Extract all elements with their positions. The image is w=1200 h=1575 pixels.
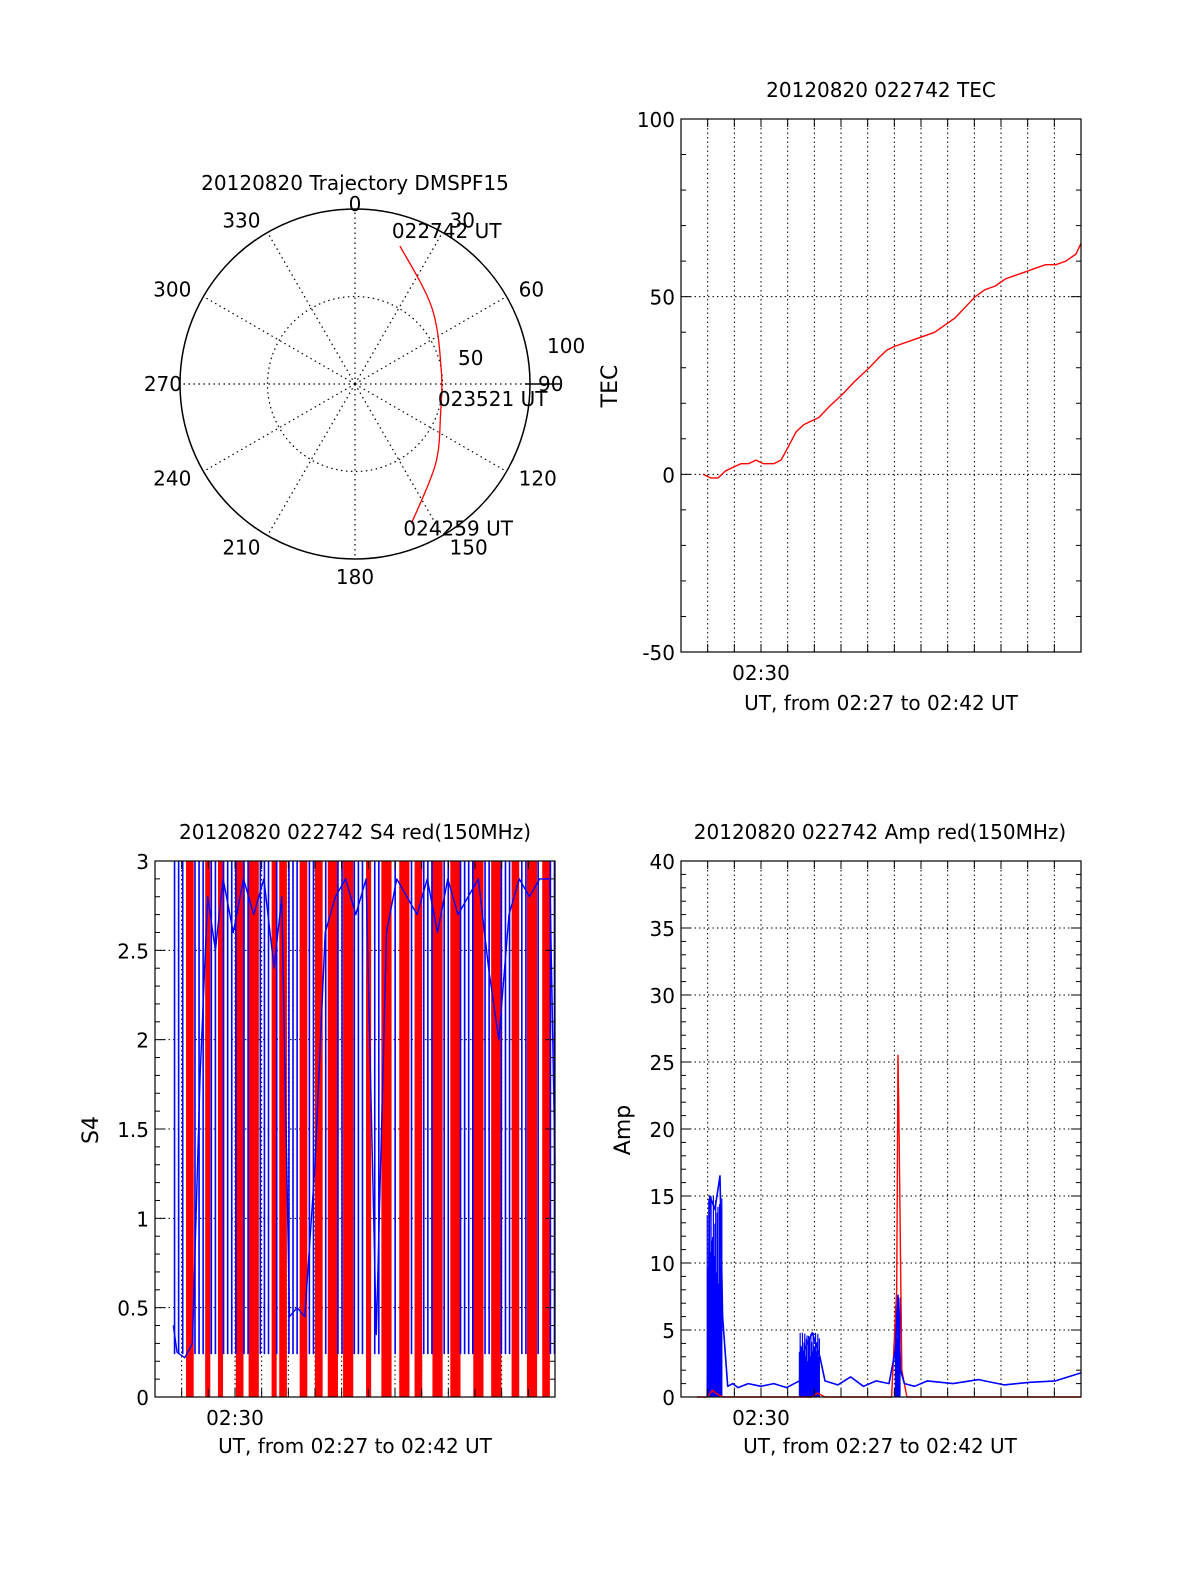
s4-title: 20120820 022742 S4 red(150MHz) [179,820,531,844]
polar-spoke [203,295,356,385]
polar-spoke [266,383,356,536]
s4-y-tick-label: 1 [136,1207,149,1231]
amp-y-tick-label: 5 [662,1319,675,1343]
polar-time-marker-label: 024259 UT [403,517,513,541]
tec-series-line [702,243,1082,479]
s4-red-data-band [235,861,244,1397]
s4-red-data-band [343,861,354,1397]
amp-panel: 20120820 022742 Amp red(150MHz) Amp UT, … [611,820,1082,1458]
polar-azimuth-label: 210 [222,536,260,560]
s4-series-line [172,878,556,1359]
tec-panel: 20120820 022742 TEC TEC UT, from 02:27 t… [598,78,1082,715]
s4-y-tick-label: 3 [136,850,149,874]
polar-time-marker-label: 022742 UT [392,219,502,243]
polar-radial-label: 100 [547,334,585,358]
amp-y-tick-label: 10 [650,1252,675,1276]
s4-y-tick-label: 2 [136,1029,149,1053]
s4-x-tick-label: 02:30 [206,1406,264,1430]
tec-title: 20120820 022742 TEC [766,78,996,102]
amp-y-axis-label: Amp [611,1105,636,1155]
s4-red-data-band [248,861,259,1397]
s4-red-data-band [279,861,287,1397]
polar-azimuth-label: 60 [519,278,544,302]
s4-red-data-band [366,861,372,1397]
polar-inner-circle [266,295,444,473]
polar-azimuth-label: 120 [519,467,557,491]
s4-red-data-band [511,861,520,1397]
polar-spoke [354,383,444,536]
tec-y-axis-label: TEC [598,365,623,409]
tec-frame [680,118,1082,653]
tec-y-tick-label: 0 [662,463,675,487]
polar-spoke [354,232,444,385]
s4-x-axis-label: UT, from 02:27 to 02:42 UT [218,1434,493,1458]
s4-red-data-band [381,861,392,1397]
polar-azimuth-label: 240 [153,467,191,491]
amp-blue-series-line [706,1175,1082,1398]
amp-y-tick-label: 35 [650,917,675,941]
amp-y-tick-label: 30 [650,984,675,1008]
s4-red-data-band [186,861,194,1397]
s4-red-data-band [526,861,538,1397]
tec-plot-area [681,119,1081,652]
amp-x-tick-label: 02:30 [732,1406,790,1430]
s4-y-tick-label: 1.5 [117,1118,149,1142]
polar-trajectory-line [399,245,443,524]
s4-red-data-band [327,861,338,1397]
s4-red-data-band [299,861,308,1397]
polar-spoke [354,295,507,385]
polar-azimuth-label: 0 [349,192,362,216]
polar-azimuth-label: 330 [222,208,260,232]
polar-spoke [203,383,356,473]
s4-red-data-band [205,861,211,1397]
s4-red-data-band [491,861,502,1397]
polar-azimuth-label: 300 [153,278,191,302]
s4-red-data-band [314,861,323,1397]
s4-red-data-band [271,861,277,1397]
tec-y-tick-label: 50 [650,286,675,310]
amp-red-series-line [697,1054,1081,1398]
tec-x-axis-label: UT, from 02:27 to 02:42 UT [744,691,1019,715]
s4-red-data-band [217,861,224,1397]
amp-y-tick-label: 0 [662,1386,675,1410]
s4-red-data-band [399,861,410,1397]
s4-y-tick-label: 0 [136,1386,149,1410]
polar-azimuth-label: 30 [450,208,475,232]
tec-x-tick-label: 02:30 [732,661,790,685]
s4-red-data-band [414,861,423,1397]
polar-spoke [266,232,356,385]
s4-red-data-band [450,861,461,1397]
s4-y-tick-label: 0.5 [117,1297,149,1321]
amp-y-tick-label: 40 [650,850,675,874]
polar-azimuth-label: 270 [144,372,182,396]
s4-y-axis-label: S4 [79,1116,104,1144]
polar-title: 20120820 Trajectory DMSPF15 [201,171,509,195]
polar-time-marker-label: 023521 UT [438,387,548,411]
amp-title: 20120820 022742 Amp red(150MHz) [694,820,1066,844]
tec-y-tick-label: -50 [642,641,675,665]
amp-y-tick-label: 20 [650,1118,675,1142]
polar-azimuth-label: 150 [450,536,488,560]
polar-spoke [354,383,507,473]
amp-y-tick-label: 15 [650,1185,675,1209]
s4-panel: 20120820 022742 S4 red(150MHz) S4 UT, fr… [79,820,556,1458]
amp-y-tick-label: 25 [650,1051,675,1075]
polar-trajectory-panel: 20120820 Trajectory DMSPF15 030609012015… [144,171,585,589]
polar-azimuth-label: 180 [336,565,374,589]
amp-x-axis-label: UT, from 02:27 to 02:42 UT [743,1434,1018,1458]
s4-y-tick-label: 2.5 [117,939,149,963]
s4-red-data-band [432,861,443,1397]
s4-red-data-band [473,861,484,1397]
tec-y-tick-label: 100 [637,108,675,132]
polar-radial-label: 50 [458,346,483,370]
